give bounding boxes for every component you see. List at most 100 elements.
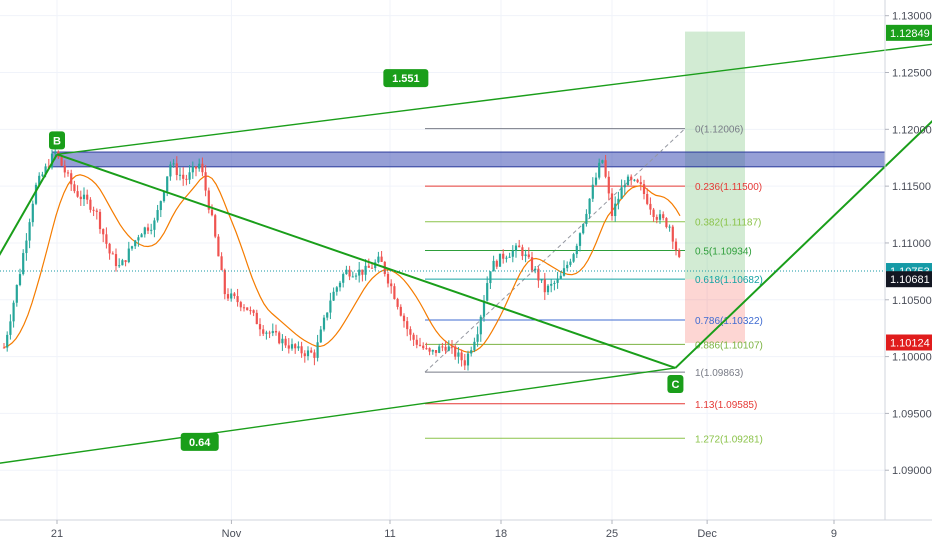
candle: [559, 275, 562, 279]
fib-level-label: 1.272(1.09281): [695, 434, 763, 445]
candle: [658, 214, 662, 220]
candle: [188, 172, 191, 180]
candle: [572, 254, 575, 262]
candle: [678, 250, 681, 257]
candle: [425, 348, 428, 350]
candle: [588, 198, 591, 214]
candle: [358, 269, 361, 276]
candle: [537, 268, 540, 281]
candle: [284, 338, 287, 346]
candle: [290, 344, 294, 349]
moving-average-line: [3, 174, 681, 353]
candle: [287, 345, 290, 349]
candle: [598, 162, 601, 178]
candle: [514, 245, 518, 251]
candle: [92, 209, 95, 211]
candle: [89, 199, 92, 210]
candle: [6, 334, 9, 348]
candle: [482, 300, 486, 317]
candle: [367, 265, 370, 268]
candle: [620, 187, 623, 199]
candle: [108, 243, 111, 254]
candle: [153, 220, 156, 230]
candle: [428, 348, 431, 352]
price-axis-tag-box: [886, 24, 932, 41]
candle: [434, 349, 438, 353]
candle: [351, 276, 354, 278]
candle: [466, 353, 470, 366]
candle: [28, 222, 31, 241]
price-axis-tag-box: [886, 271, 932, 288]
ratio-line-xc: [0, 367, 676, 464]
time-tick-label: 9: [831, 528, 837, 540]
candle: [271, 331, 274, 334]
candle: [252, 310, 255, 313]
candle: [601, 160, 604, 163]
candle: [524, 254, 527, 257]
price-axis-tag-box: [886, 334, 932, 351]
candle: [486, 283, 489, 301]
candle: [294, 344, 297, 349]
candle: [313, 352, 316, 358]
candle: [76, 191, 79, 197]
candle: [396, 298, 399, 307]
candle: [255, 312, 258, 325]
candle: [182, 174, 185, 179]
price-axis-tag: 1.12849: [890, 28, 930, 40]
time-tick-label: 18: [495, 528, 507, 540]
candle: [118, 265, 121, 267]
candle: [479, 316, 482, 335]
candle: [9, 321, 12, 335]
candle: [319, 329, 322, 343]
candle: [575, 245, 578, 255]
candle: [399, 306, 402, 316]
candle: [329, 300, 332, 313]
fib-retracement[interactable]: 0(1.12006) 0.236(1.11500) 0.382(1.11187) 0.…: [424, 125, 763, 446]
fib-level-label: 0.786(1.10322): [695, 316, 763, 327]
candle: [274, 331, 278, 333]
candle: [470, 350, 473, 354]
zones: [51, 31, 886, 343]
candle: [185, 178, 188, 180]
pattern-leg-xb: [0, 153, 58, 256]
candle: [610, 193, 614, 217]
candle: [22, 253, 25, 275]
candle: [495, 260, 498, 267]
candle: [370, 267, 374, 269]
candle: [342, 274, 345, 283]
price-tick-label: 1.13000: [892, 11, 932, 23]
candle: [70, 173, 73, 185]
candle: [521, 247, 524, 257]
candle: [354, 275, 358, 277]
candle: [338, 282, 342, 288]
price-tick-label: 1.12000: [892, 124, 932, 136]
candle: [473, 341, 476, 351]
candle: [105, 234, 108, 244]
candle: [210, 209, 214, 216]
fib-level-label: 1.13(1.09585): [695, 400, 757, 411]
candle: [626, 176, 630, 186]
candle: [665, 218, 668, 228]
candle: [646, 194, 649, 204]
time-tick-label: 11: [384, 528, 395, 540]
candle: [281, 338, 284, 344]
price-tick-label: 1.11500: [892, 181, 931, 193]
candle: [361, 269, 364, 275]
candle: [604, 160, 607, 177]
fib-level-label: 0.236(1.11500): [695, 182, 762, 193]
pattern-leg-bc: [56, 153, 676, 369]
candle: [41, 174, 44, 176]
candle: [460, 352, 463, 361]
candle: [553, 282, 556, 284]
fib-level-label: 0.886(1.10107): [695, 340, 763, 351]
candle: [406, 321, 409, 330]
candle: [623, 185, 626, 188]
candle: [38, 175, 41, 185]
candle: [530, 257, 534, 271]
candle: [431, 349, 434, 352]
candle: [50, 153, 54, 168]
candle: [594, 177, 598, 185]
candle: [556, 278, 559, 283]
